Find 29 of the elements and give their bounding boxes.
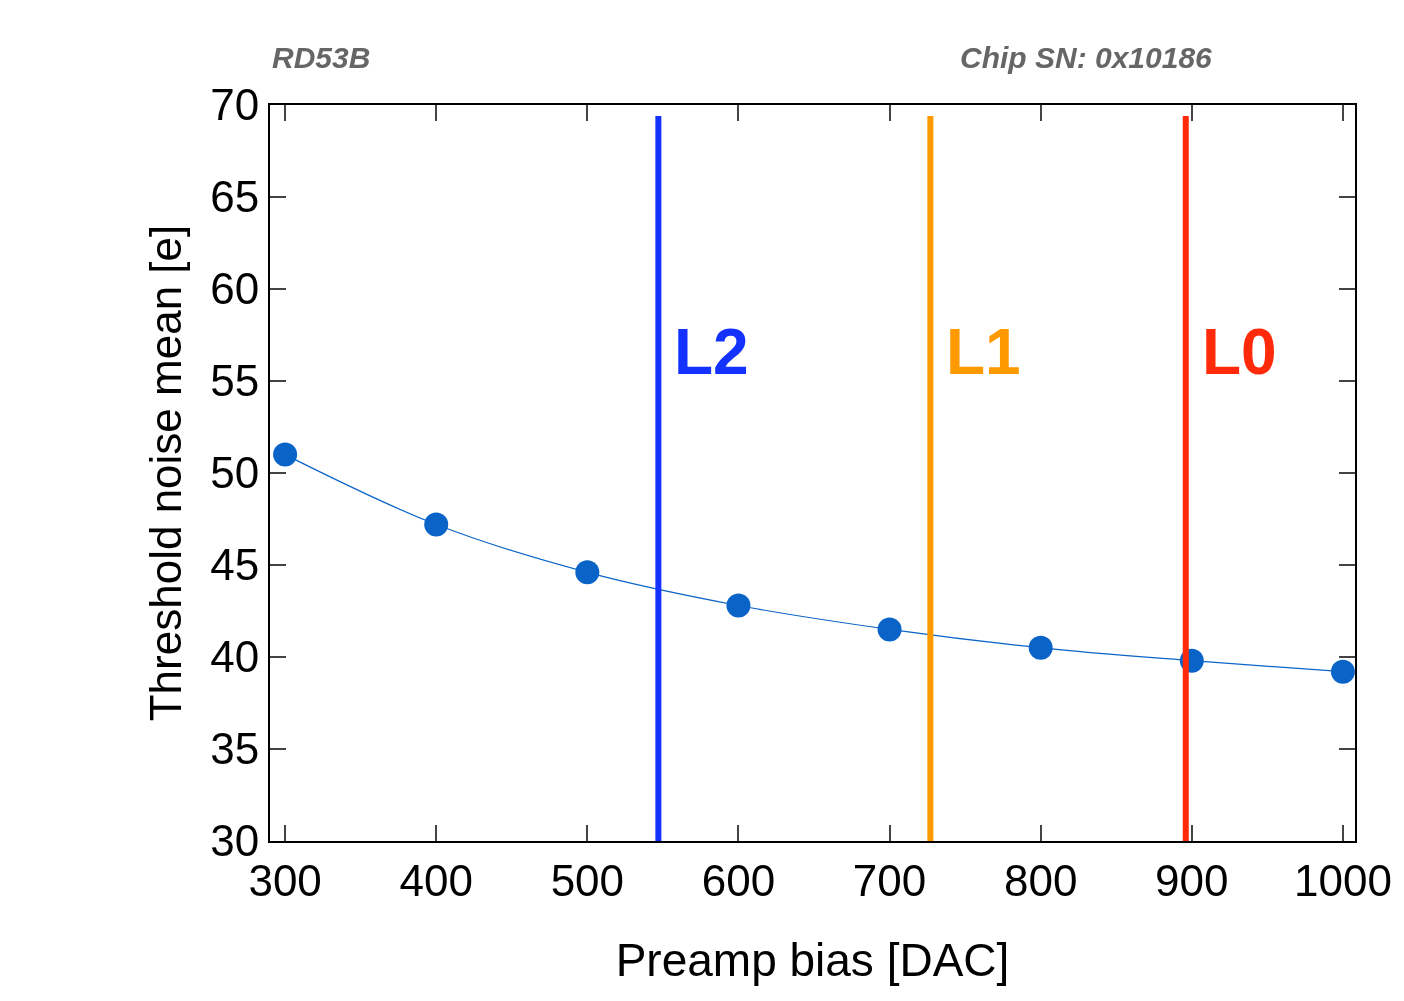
- point: [273, 442, 298, 467]
- y-tick-label: 55: [210, 356, 260, 406]
- point: [877, 617, 902, 642]
- x-tick-label: 900: [1155, 855, 1229, 905]
- point: [1028, 635, 1053, 660]
- x-axis-title: Preamp bias [DAC]: [615, 934, 1010, 986]
- point: [575, 560, 600, 585]
- point: [424, 512, 449, 537]
- y-tick-label: 45: [210, 540, 260, 590]
- point: [726, 593, 751, 618]
- y-tick-label: 35: [210, 724, 260, 774]
- y-tick-label: 60: [210, 264, 260, 314]
- point: [1330, 659, 1355, 684]
- ref-line-label: L1: [946, 316, 1021, 388]
- x-tick-label: 500: [550, 855, 625, 905]
- x-tick-label: 800: [1003, 855, 1078, 905]
- y-tick-label: 40: [210, 632, 260, 682]
- ref-line-label: L2: [674, 316, 749, 388]
- x-tick-label: 1000: [1293, 855, 1392, 905]
- text: RD53B: [272, 41, 371, 74]
- x-tick-label: 700: [852, 855, 927, 905]
- y-axis-title: Threshold noise mean [e]: [140, 224, 190, 722]
- y-tick-label: 65: [210, 172, 260, 222]
- y-tick-label: 50: [210, 448, 260, 498]
- ref-line-label: L0: [1202, 316, 1277, 388]
- y-tick-label: 70: [210, 80, 260, 130]
- text: Chip SN: 0x10186: [960, 41, 1213, 74]
- x-tick-label: 400: [399, 855, 473, 905]
- x-tick-label: 600: [701, 855, 776, 905]
